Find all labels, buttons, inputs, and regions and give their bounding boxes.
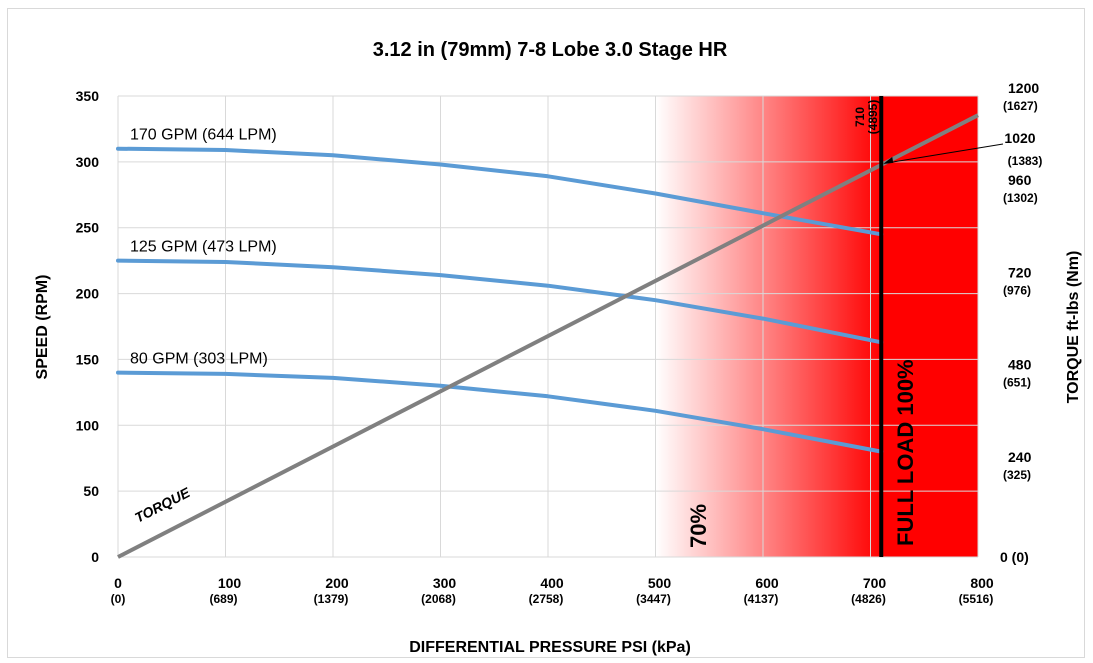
gridlines — [117, 95, 979, 558]
tick-labels: 0(0)100(689)200(1379)300(2068)400(2758)5… — [76, 80, 1040, 606]
x-tick-sublabel: (2068) — [421, 592, 456, 606]
y-tick-label: 0 — [91, 549, 99, 565]
series-line-1 — [116, 258, 884, 345]
x-tick-label: 300 — [433, 575, 457, 591]
y2-tick-label: 1200 — [1008, 80, 1039, 96]
torque-label: TORQUE — [132, 484, 193, 526]
gradient-zone — [655, 96, 882, 557]
x-tick-sublabel: (4826) — [851, 592, 886, 606]
y-tick-label: 100 — [76, 417, 100, 433]
series-line-2 — [116, 370, 884, 454]
load-zones — [655, 96, 978, 557]
x-tick-label: 800 — [970, 575, 994, 591]
torque-point-arrow — [887, 143, 1004, 164]
x-tick-label: 600 — [755, 575, 779, 591]
x-axis-label: DIFFERENTIAL PRESSURE PSI (kPa) — [409, 639, 691, 656]
y2-tick-label: 960 — [1008, 172, 1032, 188]
y2-tick-sublabel: (651) — [1003, 376, 1031, 390]
x-tick-label: 500 — [648, 575, 672, 591]
y-axis-label: SPEED (RPM) — [34, 275, 51, 380]
y2-tick-sublabel: (1627) — [1003, 99, 1038, 113]
x-tick-sublabel: (0) — [111, 592, 126, 606]
y2-tick-sublabel: (976) — [1003, 283, 1031, 297]
torque-line — [117, 113, 979, 559]
series-label: 170 GPM (644 LPM) — [130, 127, 277, 144]
annotations: 70% FULL LOAD 100% 710 (4895) 1020 (1383) — [686, 96, 1042, 557]
y2-tick-label: 720 — [1008, 264, 1032, 280]
vline-value: 710 — [853, 107, 867, 127]
y-tick-label: 50 — [83, 483, 99, 499]
x-tick-label: 100 — [218, 575, 242, 591]
x-tick-sublabel: (4137) — [744, 592, 779, 606]
y2-tick-label: 0 (0) — [1000, 549, 1029, 565]
vline-sub: (4895) — [866, 100, 880, 135]
x-tick-sublabel: (3447) — [636, 592, 671, 606]
x-tick-label: 0 — [114, 575, 122, 591]
x-tick-label: 200 — [325, 575, 349, 591]
torque-point-sub: (1383) — [1008, 154, 1043, 168]
series-label: 80 GPM (303 LPM) — [130, 351, 268, 368]
series-line-0 — [116, 146, 884, 237]
y2-tick-label: 240 — [1008, 449, 1032, 465]
full-load-zone — [881, 96, 978, 557]
x-tick-sublabel: (2758) — [529, 592, 564, 606]
y-tick-label: 300 — [76, 154, 100, 170]
zone-70-label: 70% — [686, 504, 711, 548]
y2-tick-label: 480 — [1008, 357, 1032, 373]
chart-title: 3.12 in (79mm) 7-8 Lobe 3.0 Stage HR — [373, 39, 728, 61]
y2-axis-label: TORQUE ft-lbs (Nm) — [1065, 251, 1082, 404]
y2-tick-sublabel: (1302) — [1003, 191, 1038, 205]
y-tick-label: 200 — [76, 286, 100, 302]
full-load-label: FULL LOAD 100% — [893, 359, 918, 546]
x-tick-sublabel: (1379) — [314, 592, 349, 606]
series-label: 125 GPM (473 LPM) — [130, 239, 277, 256]
y-tick-label: 250 — [76, 220, 100, 236]
x-tick-label: 700 — [863, 575, 887, 591]
chart-frame — [7, 8, 1085, 658]
x-tick-label: 400 — [540, 575, 564, 591]
x-tick-sublabel: (689) — [209, 592, 237, 606]
torque-point-arrowhead — [883, 156, 894, 164]
y-tick-label: 350 — [76, 88, 100, 104]
y-tick-label: 150 — [76, 351, 100, 367]
y2-tick-sublabel: (325) — [1003, 468, 1031, 482]
x-tick-sublabel: (5516) — [959, 592, 994, 606]
torque-point-value: 1020 — [1004, 130, 1035, 146]
